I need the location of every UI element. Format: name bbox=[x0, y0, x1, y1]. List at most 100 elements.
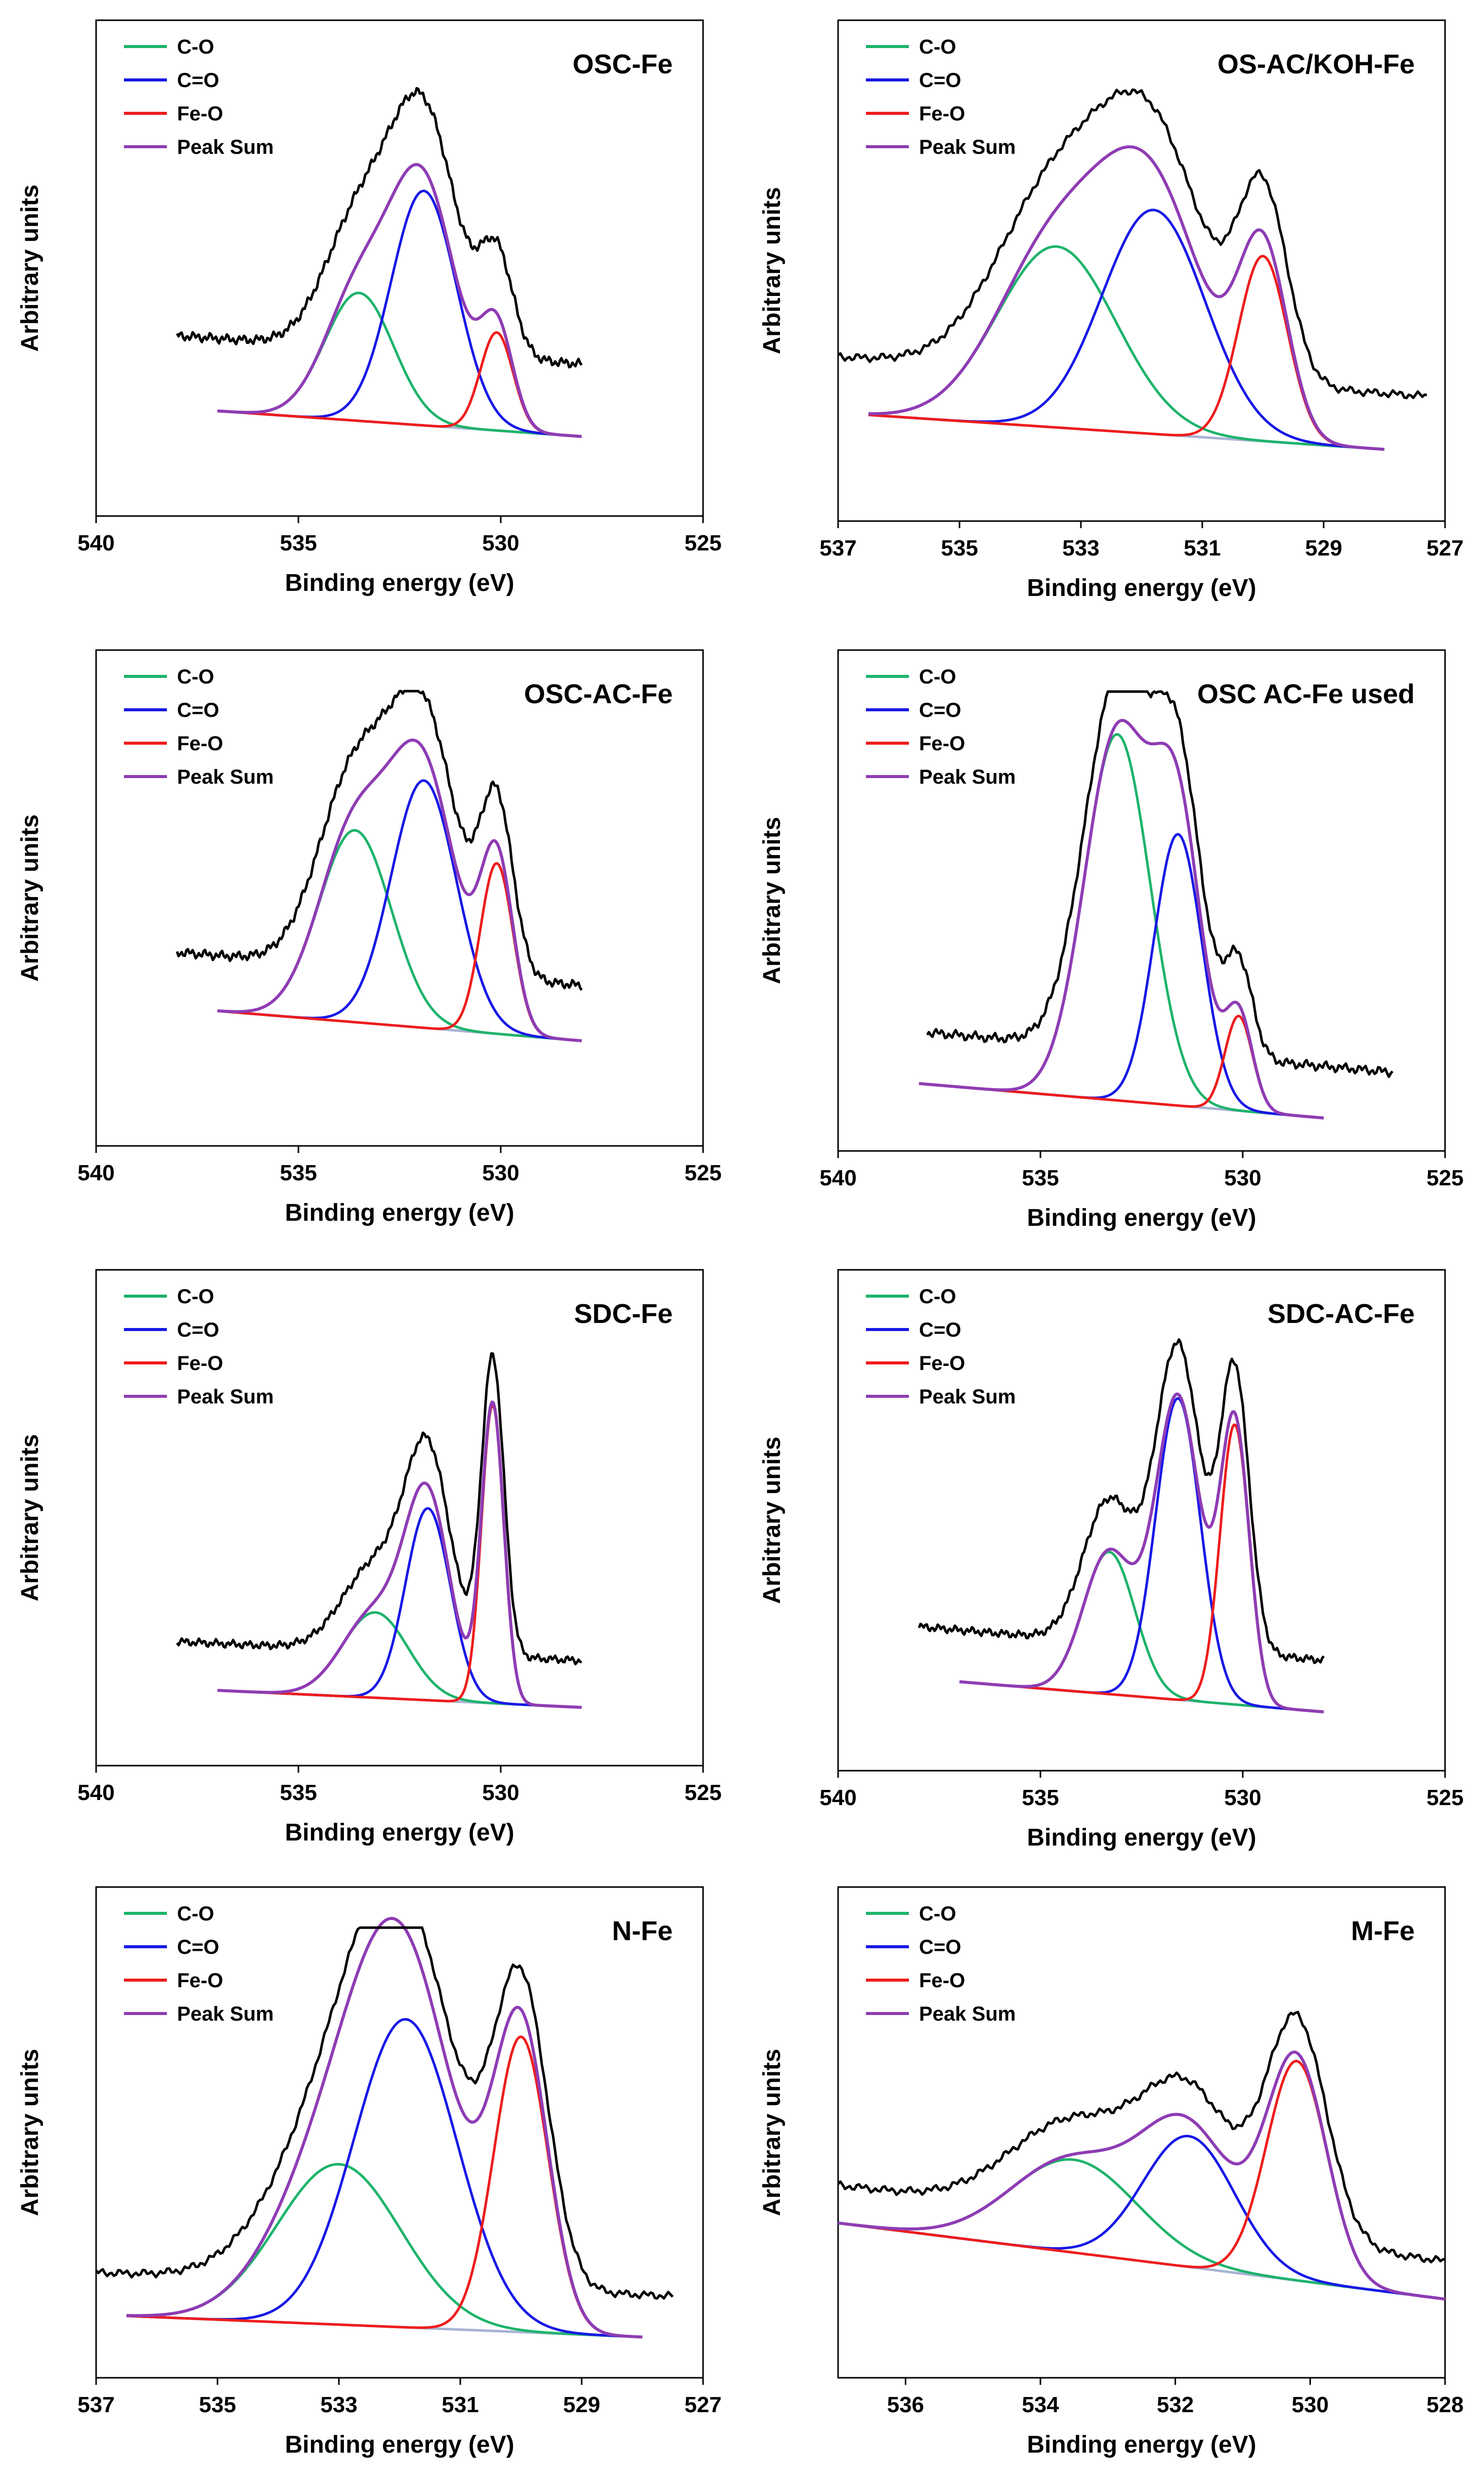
legend-label: Fe-O bbox=[177, 733, 223, 755]
x-axis-label: Binding energy (eV) bbox=[1027, 575, 1256, 602]
x-tick-label: 535 bbox=[280, 531, 317, 555]
legend-label: C-O bbox=[177, 36, 214, 58]
x-tick-label: 535 bbox=[941, 536, 978, 561]
chart-title: OSC AC-Fe used bbox=[1197, 679, 1415, 709]
c-double-o-peak-line bbox=[868, 208, 1385, 451]
y-axis-label: Arbitrary units bbox=[759, 817, 785, 984]
chart-panel: 537 535 533 531 529 527 Binding energy (eV) Arb… bbox=[17, 1886, 722, 2458]
x-axis-label: Binding energy (eV) bbox=[285, 1200, 514, 1226]
legend-label: Fe-O bbox=[177, 1970, 223, 1992]
legend-label: Fe-O bbox=[177, 103, 223, 125]
legend-label: Peak Sum bbox=[919, 2003, 1016, 2025]
fe-o-peak-line bbox=[919, 1014, 1324, 1120]
legend-label: C-O bbox=[919, 36, 956, 58]
fe-o-peak-line bbox=[868, 254, 1385, 451]
x-tick-label: 527 bbox=[684, 2392, 721, 2417]
legend-label: C=O bbox=[919, 699, 961, 721]
x-tick-label: 525 bbox=[684, 531, 721, 555]
chart-panel: 540 535 530 525 Binding energy (eV) Arbitrary… bbox=[759, 649, 1464, 1231]
legend-label: Peak Sum bbox=[919, 766, 1016, 788]
raw-data-line bbox=[176, 87, 583, 369]
x-axis-label: Binding energy (eV) bbox=[1027, 1205, 1256, 1231]
x-tick-label: 532 bbox=[1157, 2392, 1194, 2417]
fe-o-peak-line bbox=[217, 331, 582, 438]
legend-label: Fe-O bbox=[919, 1970, 965, 1992]
x-tick-label: 537 bbox=[819, 536, 856, 561]
plot-frame bbox=[95, 1269, 704, 1767]
x-tick-label: 527 bbox=[1426, 536, 1463, 561]
plot-frame bbox=[95, 649, 704, 1147]
x-tick-label: 535 bbox=[1022, 1785, 1059, 1810]
x-tick-label: 535 bbox=[280, 1161, 317, 1185]
legend-label: C=O bbox=[177, 699, 219, 721]
x-tick-label: 534 bbox=[1022, 2392, 1059, 2417]
c-double-o-peak-line bbox=[126, 2018, 643, 2338]
plot-frame bbox=[837, 1886, 1446, 2379]
legend-label: Fe-O bbox=[919, 1352, 965, 1375]
x-tick-label: 531 bbox=[1184, 536, 1220, 561]
plot-frame bbox=[837, 19, 1446, 522]
raw-data-line bbox=[95, 1926, 674, 2300]
legend-label: Peak Sum bbox=[177, 136, 274, 158]
fe-o-peak-line bbox=[217, 1404, 582, 1709]
x-tick-label: 533 bbox=[1062, 536, 1099, 561]
y-axis-label: Arbitrary units bbox=[759, 2049, 785, 2216]
legend-label: C-O bbox=[919, 1903, 956, 1925]
x-tick-label: 529 bbox=[563, 2392, 600, 2417]
peak-sum-line bbox=[919, 719, 1324, 1120]
c-double-o-peak-line bbox=[217, 1507, 582, 1709]
peak-sum-line bbox=[838, 2050, 1446, 2301]
chart-panel: 537 535 533 531 529 527 Binding energy (eV) Arb… bbox=[759, 19, 1464, 602]
chart-panel: 536 534 532 530 528 Binding energy (eV) Arbitr… bbox=[759, 1886, 1464, 2458]
legend-label: C-O bbox=[919, 1286, 956, 1308]
legend-label: Fe-O bbox=[177, 1352, 223, 1375]
x-tick-label: 535 bbox=[199, 2392, 236, 2417]
x-tick-label: 540 bbox=[77, 1780, 114, 1805]
peak-sum-line bbox=[217, 1400, 582, 1709]
x-tick-label: 530 bbox=[1224, 1785, 1261, 1810]
chart-panel: 540 535 530 525 Binding energy (eV) Arbitrary… bbox=[759, 1269, 1464, 1851]
plot-frame bbox=[837, 649, 1446, 1152]
legend-label: C=O bbox=[919, 1936, 961, 1958]
raw-data-line bbox=[926, 690, 1393, 1078]
x-axis-label: Binding energy (eV) bbox=[285, 570, 514, 596]
peak-sum-line bbox=[126, 1917, 643, 2339]
legend-label: Peak Sum bbox=[919, 1386, 1016, 1408]
y-axis-label: Arbitrary units bbox=[17, 815, 43, 982]
x-tick-label: 530 bbox=[482, 531, 519, 555]
chart-title: OSC-AC-Fe bbox=[524, 679, 673, 709]
x-tick-label: 525 bbox=[1426, 1166, 1463, 1190]
x-tick-label: 535 bbox=[1022, 1166, 1059, 1190]
legend-label: C=O bbox=[919, 69, 961, 92]
legend-label: Peak Sum bbox=[177, 766, 274, 788]
legend-label: Fe-O bbox=[919, 733, 965, 755]
fe-o-peak-line bbox=[959, 1423, 1324, 1714]
x-tick-label: 537 bbox=[77, 2392, 114, 2417]
x-tick-label: 540 bbox=[77, 531, 114, 555]
x-tick-label: 525 bbox=[1426, 1785, 1463, 1810]
legend-label: Peak Sum bbox=[177, 1386, 274, 1408]
peak-sum-line bbox=[217, 738, 582, 1043]
x-tick-label: 528 bbox=[1426, 2392, 1463, 2417]
chart-title: N-Fe bbox=[612, 1916, 673, 1946]
y-axis-label: Arbitrary units bbox=[17, 1434, 43, 1602]
x-tick-label: 530 bbox=[482, 1780, 519, 1805]
peak-sum-line bbox=[959, 1392, 1324, 1714]
chart-panel: 540 535 530 525 Binding energy (eV) Arbitrary… bbox=[17, 649, 722, 1226]
x-tick-label: 533 bbox=[320, 2392, 357, 2417]
legend-label: C-O bbox=[177, 1286, 214, 1308]
y-axis-label: Arbitrary units bbox=[17, 185, 43, 352]
plot-frame bbox=[837, 1269, 1446, 1772]
legend-label: C-O bbox=[177, 666, 214, 688]
peak-sum-line bbox=[217, 163, 582, 438]
legend-label: Peak Sum bbox=[919, 136, 1016, 158]
legend-label: C-O bbox=[919, 666, 956, 688]
x-tick-label: 529 bbox=[1305, 536, 1342, 561]
raw-data-line bbox=[837, 88, 1427, 400]
chart-panel: 540 535 530 525 Binding energy (eV) Arbitrary… bbox=[17, 1269, 722, 1846]
raw-data-line bbox=[176, 690, 583, 991]
chart-title: M-Fe bbox=[1351, 1916, 1415, 1946]
x-tick-label: 535 bbox=[280, 1780, 317, 1805]
legend-label: C-O bbox=[177, 1903, 214, 1925]
